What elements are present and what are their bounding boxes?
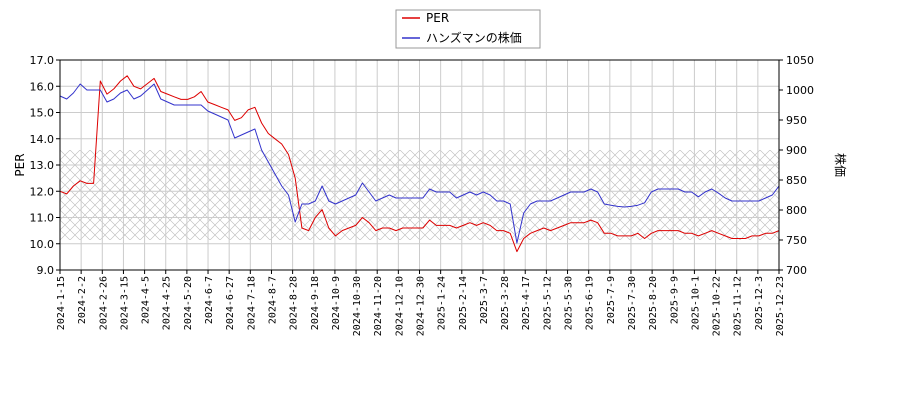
x-tick-label: 2025-3-28: [500, 276, 511, 330]
left-axis-title: PER: [13, 153, 27, 176]
left-tick-label: 12.0: [30, 185, 55, 198]
right-tick-label: 850: [786, 174, 807, 187]
x-tick-label: 2025-4-17: [521, 276, 532, 330]
x-tick-label: 2025-5-12: [542, 276, 553, 330]
series-line-per: [59, 75, 780, 253]
x-tick-label: 2024-4-5: [141, 276, 152, 324]
x-tick-label: 2025-7-9: [606, 276, 617, 324]
x-tick-label: 2025-10-22: [712, 276, 723, 336]
right-tick-label: 700: [786, 264, 807, 277]
x-tick-label: 2024-10-30: [352, 276, 363, 336]
plot-area: [59, 59, 780, 271]
right-tick-label: 800: [786, 204, 807, 217]
x-tick-label: 2025-7-30: [627, 276, 638, 330]
x-tick-label: 2025-9-9: [669, 276, 680, 324]
x-tick-label: 2025-2-14: [458, 276, 469, 330]
legend-label-per: PER: [426, 11, 449, 25]
x-axis-ticks: 2024-1-15 2024-2-2 2024-2-26 2024-3-15 2024-…: [56, 270, 786, 336]
x-tick-label: 2024-8-7: [267, 276, 278, 324]
x-tick-label: 2024-6-7: [204, 276, 215, 324]
x-tick-label: 2024-2-2: [77, 276, 88, 324]
x-tick-label: 2024-10-9: [331, 276, 342, 330]
right-axis-title: 株価: [833, 153, 848, 177]
x-tick-label: 2024-4-25: [162, 276, 173, 330]
x-tick-label: 2024-11-20: [373, 276, 384, 336]
left-tick-label: 11.0: [30, 212, 55, 225]
x-tick-label: 2025-11-12: [733, 276, 744, 336]
left-tick-label: 15.0: [30, 107, 55, 120]
x-tick-label: 2025-1-24: [437, 276, 448, 330]
x-tick-label: 2025-3-7: [479, 276, 490, 324]
right-tick-label: 1000: [786, 84, 814, 97]
x-tick-label: 2025-12-23: [775, 276, 786, 336]
legend-label-price: ハンズマンの株価: [426, 30, 522, 45]
left-tick-label: 16.0: [30, 80, 55, 93]
series-line-stock-price: [59, 83, 780, 244]
legend: PER ハンズマンの株価: [395, 9, 541, 49]
x-tick-label: 2025-6-19: [585, 276, 596, 330]
right-tick-label: 950: [786, 114, 807, 127]
right-tick-label: 1050: [786, 54, 814, 67]
left-tick-label: 14.0: [30, 133, 55, 146]
x-tick-label: 2024-2-26: [98, 276, 109, 330]
left-tick-label: 17.0: [30, 54, 55, 67]
x-tick-label: 2025-8-20: [648, 276, 659, 330]
x-tick-label: 2024-12-10: [394, 276, 405, 336]
x-tick-label: 2024-3-15: [119, 276, 130, 330]
left-tick-label: 13.0: [30, 159, 55, 172]
x-tick-label: 2024-7-18: [246, 276, 257, 330]
x-tick-label: 2025-5-30: [564, 276, 575, 330]
right-axis-ticks: 700 750 800 850 900 950 1000 1050: [779, 54, 814, 277]
series-layer: [59, 75, 780, 253]
x-tick-label: 2024-1-15: [56, 276, 67, 330]
x-tick-label: 2025-10-1: [690, 276, 701, 330]
x-tick-label: 2024-9-18: [310, 276, 321, 330]
x-tick-label: 2024-6-27: [225, 276, 236, 330]
left-tick-label: 10.0: [30, 238, 55, 251]
left-tick-label: 9.0: [37, 264, 55, 277]
x-tick-label: 2024-8-28: [289, 276, 300, 330]
right-tick-label: 750: [786, 234, 807, 247]
x-tick-label: 2024-12-30: [416, 276, 427, 336]
x-tick-label: 2024-5-20: [183, 276, 194, 330]
left-axis-ticks: 9.0 10.0 11.0 12.0 13.0 14.0 15.0 16.0 17.0: [30, 54, 60, 277]
x-tick-label: 2025-12-3: [754, 276, 765, 330]
legend-box: [395, 9, 541, 49]
right-tick-label: 900: [786, 144, 807, 157]
